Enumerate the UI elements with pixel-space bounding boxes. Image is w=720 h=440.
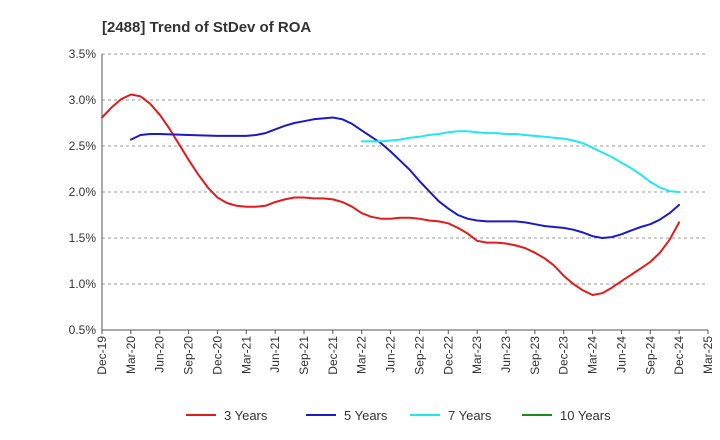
x-tick-label: Mar-25 — [701, 336, 715, 374]
x-tick-label: Mar-21 — [239, 336, 253, 374]
x-tick-label: Mar-22 — [355, 336, 369, 374]
y-tick-label: 3.5% — [69, 47, 97, 61]
y-tick-label: 0.5% — [69, 323, 97, 337]
y-tick-label: 1.0% — [69, 277, 97, 291]
x-tick-label: Dec-19 — [95, 336, 109, 375]
legend-label: 3 Years — [224, 408, 268, 423]
x-tick-label: Dec-21 — [326, 336, 340, 375]
x-tick-label: Jun-21 — [268, 336, 282, 373]
x-tick-label: Jun-20 — [153, 336, 167, 373]
x-tick-label: Dec-20 — [210, 336, 224, 375]
series-lines — [101, 93, 681, 296]
legend-label: 5 Years — [344, 408, 388, 423]
legend-label: 10 Years — [560, 408, 611, 423]
series-line-7-years — [360, 130, 681, 193]
x-tick-label: Mar-20 — [124, 336, 138, 374]
y-tick-label: 1.5% — [69, 231, 97, 245]
x-tick-label: Sep-20 — [182, 336, 196, 375]
legend-label: 7 Years — [448, 408, 492, 423]
x-tick-label: Mar-23 — [470, 336, 484, 374]
x-tick-label: Jun-24 — [614, 336, 628, 373]
y-tick-label: 3.0% — [69, 93, 97, 107]
x-tick-label: Sep-22 — [412, 336, 426, 375]
x-tick-label: Jun-23 — [499, 336, 513, 373]
x-tick-label: Dec-24 — [672, 336, 686, 375]
x-tick-label: Jun-22 — [384, 336, 398, 373]
x-tick-label: Sep-21 — [297, 336, 311, 375]
series-line-5-years — [129, 116, 681, 239]
legend: 3 Years 5 Years 7 Years 10 Years — [186, 408, 611, 423]
y-tick-label: 2.0% — [69, 185, 97, 199]
x-tick-label: Sep-24 — [643, 336, 657, 375]
x-tick-label: Dec-23 — [557, 336, 571, 375]
x-tick-label: Sep-23 — [528, 336, 542, 375]
y-tick-label: 2.5% — [69, 139, 97, 153]
x-tick-label: Dec-22 — [441, 336, 455, 375]
x-tick-label: Mar-24 — [586, 336, 600, 374]
chart-title: [2488] Trend of StDev of ROA — [102, 19, 311, 36]
grid — [102, 53, 708, 285]
axes: 0.5% 1.0% 1.5% 2.0% 2.5% 3.0% 3.5% Dec-19 Mar-20… — [69, 47, 715, 375]
series-line-3-years — [101, 93, 681, 296]
